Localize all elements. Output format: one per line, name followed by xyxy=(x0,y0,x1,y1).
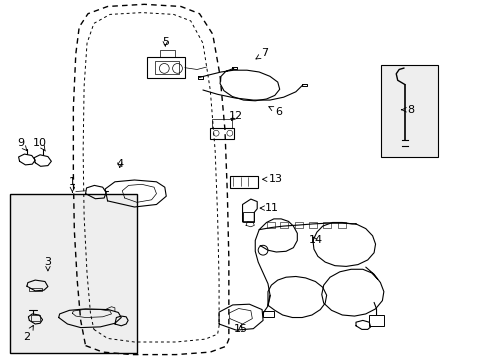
Text: 13: 13 xyxy=(262,174,283,184)
Text: 2: 2 xyxy=(23,325,33,342)
Bar xyxy=(29,288,41,291)
Bar xyxy=(146,57,184,78)
Bar xyxy=(160,50,175,57)
Bar xyxy=(31,315,40,321)
Bar xyxy=(295,222,303,228)
Text: 3: 3 xyxy=(44,257,51,271)
Bar xyxy=(308,222,316,228)
Bar xyxy=(381,65,437,157)
Bar xyxy=(210,128,233,139)
Text: 9: 9 xyxy=(17,138,27,151)
Text: 6: 6 xyxy=(268,107,282,117)
Text: 8: 8 xyxy=(401,105,413,115)
Bar xyxy=(154,61,179,74)
Text: 11: 11 xyxy=(260,203,278,213)
Bar xyxy=(212,119,231,128)
Text: 14: 14 xyxy=(308,235,322,246)
Bar xyxy=(229,176,258,188)
Bar xyxy=(242,212,254,222)
Bar xyxy=(279,222,287,228)
Bar xyxy=(267,222,275,228)
Text: 7: 7 xyxy=(255,48,268,59)
Text: 1: 1 xyxy=(69,177,76,192)
Text: 10: 10 xyxy=(33,138,47,151)
Text: 5: 5 xyxy=(162,37,168,48)
Bar xyxy=(263,311,273,317)
Bar xyxy=(322,222,330,228)
Text: 12: 12 xyxy=(228,111,242,121)
Bar xyxy=(368,315,383,326)
Text: 4: 4 xyxy=(116,159,123,169)
Text: 15: 15 xyxy=(233,324,247,334)
Bar xyxy=(10,194,137,353)
Bar xyxy=(338,222,346,228)
